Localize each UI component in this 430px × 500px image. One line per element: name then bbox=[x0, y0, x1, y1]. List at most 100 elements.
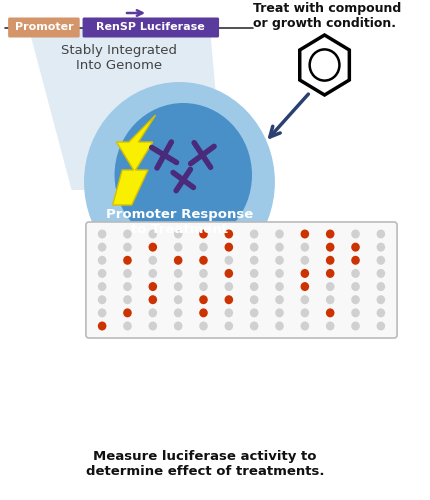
Circle shape bbox=[123, 295, 132, 304]
Text: Treat with compound
or growth condition.: Treat with compound or growth condition. bbox=[252, 2, 400, 30]
Circle shape bbox=[300, 230, 308, 238]
Circle shape bbox=[275, 230, 283, 238]
Circle shape bbox=[98, 282, 106, 291]
Circle shape bbox=[148, 282, 157, 291]
Circle shape bbox=[275, 256, 283, 265]
Circle shape bbox=[325, 295, 334, 304]
Circle shape bbox=[148, 242, 157, 252]
Circle shape bbox=[350, 295, 359, 304]
Circle shape bbox=[224, 308, 233, 318]
Circle shape bbox=[376, 282, 384, 291]
Polygon shape bbox=[28, 28, 224, 190]
Circle shape bbox=[148, 269, 157, 278]
Circle shape bbox=[249, 256, 258, 265]
Circle shape bbox=[350, 242, 359, 252]
Circle shape bbox=[249, 295, 258, 304]
Circle shape bbox=[173, 282, 182, 291]
Circle shape bbox=[173, 269, 182, 278]
Text: Stably Integrated
Into Genome: Stably Integrated Into Genome bbox=[61, 44, 177, 72]
Circle shape bbox=[275, 242, 283, 252]
Circle shape bbox=[249, 322, 258, 330]
Circle shape bbox=[376, 322, 384, 330]
Circle shape bbox=[376, 269, 384, 278]
Polygon shape bbox=[112, 115, 155, 205]
Circle shape bbox=[325, 282, 334, 291]
Circle shape bbox=[114, 103, 252, 247]
Circle shape bbox=[224, 282, 233, 291]
Text: Promoter: Promoter bbox=[15, 22, 73, 32]
Circle shape bbox=[350, 269, 359, 278]
Circle shape bbox=[300, 242, 308, 252]
Circle shape bbox=[173, 242, 182, 252]
Circle shape bbox=[199, 256, 207, 265]
Circle shape bbox=[224, 242, 233, 252]
FancyBboxPatch shape bbox=[86, 222, 396, 338]
Circle shape bbox=[325, 242, 334, 252]
Circle shape bbox=[148, 295, 157, 304]
FancyBboxPatch shape bbox=[83, 18, 218, 38]
FancyBboxPatch shape bbox=[8, 18, 80, 38]
Circle shape bbox=[325, 322, 334, 330]
Circle shape bbox=[173, 230, 182, 238]
Circle shape bbox=[309, 50, 339, 80]
Circle shape bbox=[123, 242, 132, 252]
Circle shape bbox=[300, 269, 308, 278]
Circle shape bbox=[123, 269, 132, 278]
Circle shape bbox=[376, 308, 384, 318]
Circle shape bbox=[300, 256, 308, 265]
Circle shape bbox=[376, 242, 384, 252]
Circle shape bbox=[350, 282, 359, 291]
Circle shape bbox=[98, 308, 106, 318]
Circle shape bbox=[325, 230, 334, 238]
Circle shape bbox=[123, 230, 132, 238]
Circle shape bbox=[199, 295, 207, 304]
Circle shape bbox=[249, 230, 258, 238]
Circle shape bbox=[173, 295, 182, 304]
Circle shape bbox=[350, 256, 359, 265]
Circle shape bbox=[148, 256, 157, 265]
Circle shape bbox=[376, 256, 384, 265]
Circle shape bbox=[224, 322, 233, 330]
Circle shape bbox=[199, 242, 207, 252]
Circle shape bbox=[376, 295, 384, 304]
Circle shape bbox=[275, 269, 283, 278]
Circle shape bbox=[249, 269, 258, 278]
Circle shape bbox=[84, 82, 274, 282]
Circle shape bbox=[350, 230, 359, 238]
Circle shape bbox=[98, 242, 106, 252]
Circle shape bbox=[123, 256, 132, 265]
Circle shape bbox=[173, 308, 182, 318]
Circle shape bbox=[275, 308, 283, 318]
Circle shape bbox=[224, 269, 233, 278]
Circle shape bbox=[350, 322, 359, 330]
Circle shape bbox=[350, 308, 359, 318]
Text: Promoter Response
to Treatment: Promoter Response to Treatment bbox=[106, 208, 252, 236]
Circle shape bbox=[300, 295, 308, 304]
Circle shape bbox=[199, 230, 207, 238]
Circle shape bbox=[300, 308, 308, 318]
Circle shape bbox=[199, 308, 207, 318]
Circle shape bbox=[275, 322, 283, 330]
Circle shape bbox=[325, 269, 334, 278]
Circle shape bbox=[275, 282, 283, 291]
Circle shape bbox=[275, 295, 283, 304]
Circle shape bbox=[148, 230, 157, 238]
Circle shape bbox=[325, 308, 334, 318]
Polygon shape bbox=[299, 35, 349, 95]
Circle shape bbox=[98, 269, 106, 278]
Circle shape bbox=[148, 308, 157, 318]
Circle shape bbox=[98, 295, 106, 304]
Circle shape bbox=[98, 230, 106, 238]
Circle shape bbox=[224, 230, 233, 238]
Circle shape bbox=[123, 308, 132, 318]
Circle shape bbox=[123, 322, 132, 330]
Circle shape bbox=[199, 322, 207, 330]
Circle shape bbox=[173, 256, 182, 265]
Text: RenSP Luciferase: RenSP Luciferase bbox=[96, 22, 205, 32]
Circle shape bbox=[249, 308, 258, 318]
Text: Measure luciferase activity to
determine effect of treatments.: Measure luciferase activity to determine… bbox=[86, 450, 324, 478]
Circle shape bbox=[173, 322, 182, 330]
Circle shape bbox=[98, 256, 106, 265]
Circle shape bbox=[199, 269, 207, 278]
Circle shape bbox=[199, 282, 207, 291]
